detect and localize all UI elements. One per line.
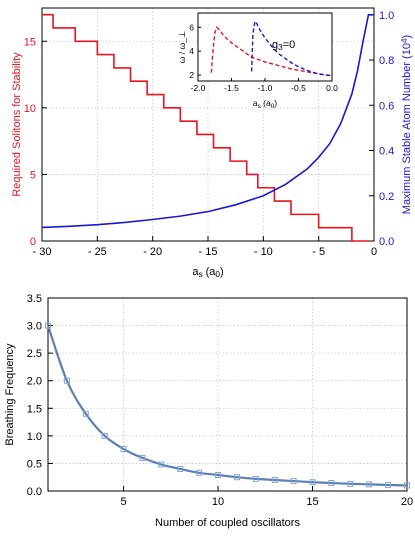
data-point xyxy=(385,481,392,488)
label-part: ) xyxy=(401,35,413,39)
series-line-1 xyxy=(41,13,374,229)
data-point xyxy=(45,322,51,329)
series-markers xyxy=(45,322,410,489)
label-part: Maximum Stable Atom Number (10 xyxy=(401,43,413,214)
y-tick-label: 3.5 xyxy=(27,293,42,305)
top-chart: 0 5 10 15 0.0 0.2 0.4 0.6 0.8 1.0 - 30 - 25 - 20 - 15… xyxy=(11,7,413,279)
data-point xyxy=(82,410,89,417)
y-left-tick-label: 10 xyxy=(24,103,36,115)
inset-x-tick-label: 0.0 xyxy=(326,83,338,93)
inset-frame xyxy=(197,12,333,82)
y-left-axis-label: Required Solitons for Stability xyxy=(11,52,23,197)
x-tick-label: 20 xyxy=(401,496,413,508)
data-point xyxy=(63,377,70,384)
label-part: s xyxy=(258,103,261,110)
data-point xyxy=(290,478,297,485)
series-line-0 xyxy=(46,325,408,487)
label-part: a xyxy=(192,266,199,278)
x-tick-label: - 25 xyxy=(88,246,107,258)
x-tick-label: 10 xyxy=(212,496,224,508)
data-point xyxy=(139,454,146,461)
y-right-tick-label: 1.0 xyxy=(379,10,394,22)
bottom-plot-frame xyxy=(47,297,408,492)
x-tick-label: - 10 xyxy=(254,246,273,258)
y-tick-label: 2.5 xyxy=(27,348,42,360)
label-part: 4 xyxy=(400,38,409,43)
y-right-tick-label: 0.4 xyxy=(379,146,394,158)
y-tick-label: 0.0 xyxy=(27,486,42,498)
label-part: ) xyxy=(274,98,277,108)
data-point xyxy=(404,482,410,489)
x-tick-label: - 20 xyxy=(143,246,162,258)
y-right-tick-label: 0.8 xyxy=(379,55,394,67)
data-point xyxy=(347,480,354,487)
y-axis-label: Breathing Frequency xyxy=(4,343,16,446)
x-axis-label: Number of coupled oscillators xyxy=(155,517,300,529)
x-tick-label: - 15 xyxy=(199,246,218,258)
y-tick-label: 3.0 xyxy=(27,321,42,333)
x-tick-label: 5 xyxy=(121,496,127,508)
label-part: 3 xyxy=(278,43,283,52)
y-tick-label: 1.0 xyxy=(27,431,42,443)
inset-x-tick-label: -2.0 xyxy=(191,83,206,93)
inset-annotation: g3=0 xyxy=(272,39,295,52)
data-point xyxy=(215,472,222,479)
label-part: ) xyxy=(220,266,224,278)
data-point xyxy=(233,474,240,481)
label-part: =0 xyxy=(283,39,296,51)
data-point xyxy=(271,476,278,483)
label-part: (a xyxy=(203,266,217,278)
inset-x-tick-label: -0.5 xyxy=(291,83,306,93)
label-part: g xyxy=(272,39,278,51)
inset-chart: -2.0 -1.5 -1.0 -0.5 0.0 2 4 6 g3=0 as (a0) ω / ω_⊥ xyxy=(177,12,338,110)
data-point xyxy=(366,481,373,488)
data-point xyxy=(196,469,203,476)
y-right-tick-label: 0.2 xyxy=(379,191,394,203)
y-right-tick-label: 0.0 xyxy=(379,236,394,248)
inset-y-tick-label: 4 xyxy=(189,46,194,56)
y-tick-label: 0.5 xyxy=(27,458,42,470)
inset-x-tick-label: -1.0 xyxy=(258,83,273,93)
y-left-tick-label: 5 xyxy=(30,169,36,181)
inset-y-tick-label: 2 xyxy=(189,70,194,80)
y-left-tick-label: 0 xyxy=(30,236,36,248)
inset-series-line-0 xyxy=(210,26,333,77)
inset-y-axis-label: ω / ω_⊥ xyxy=(177,30,187,63)
y-tick-label: 2.0 xyxy=(27,376,42,388)
series-line-0 xyxy=(42,13,369,242)
inset-y-tick-label: 6 xyxy=(189,22,194,32)
x-tick-label: 0 xyxy=(371,246,377,258)
inset-series-line-1 xyxy=(250,19,333,77)
data-point xyxy=(101,432,108,439)
data-point xyxy=(177,465,184,472)
label-part: 0 xyxy=(215,270,220,279)
label-part: a xyxy=(253,98,258,108)
label-part: 0 xyxy=(271,103,275,110)
y-right-tick-label: 0.6 xyxy=(379,100,394,112)
data-point xyxy=(309,479,316,486)
inset-x-axis-label: as (a0) xyxy=(253,98,277,110)
x-tick-label: - 30 xyxy=(33,246,52,258)
data-point xyxy=(252,475,259,482)
y-tick-label: 1.5 xyxy=(27,403,42,415)
inset-x-tick-label: -1.5 xyxy=(224,83,239,93)
data-point xyxy=(120,446,127,453)
y-left-tick-label: 15 xyxy=(24,36,36,48)
y-right-axis-label: Maximum Stable Atom Number (104) xyxy=(400,35,413,214)
label-part: (a xyxy=(261,98,271,108)
bottom-chart: 0.0 0.5 1.0 1.5 2.0 2.5 3.0 3.5 5 10 15 20 Number of… xyxy=(4,293,413,529)
data-point xyxy=(158,461,165,468)
bottom-grid xyxy=(48,297,408,492)
data-point xyxy=(328,480,335,487)
x-tick-label: - 5 xyxy=(312,246,325,258)
x-tick-label: 15 xyxy=(306,496,318,508)
x-axis-label: as (a0) xyxy=(192,266,223,279)
label-part: s xyxy=(198,270,202,279)
